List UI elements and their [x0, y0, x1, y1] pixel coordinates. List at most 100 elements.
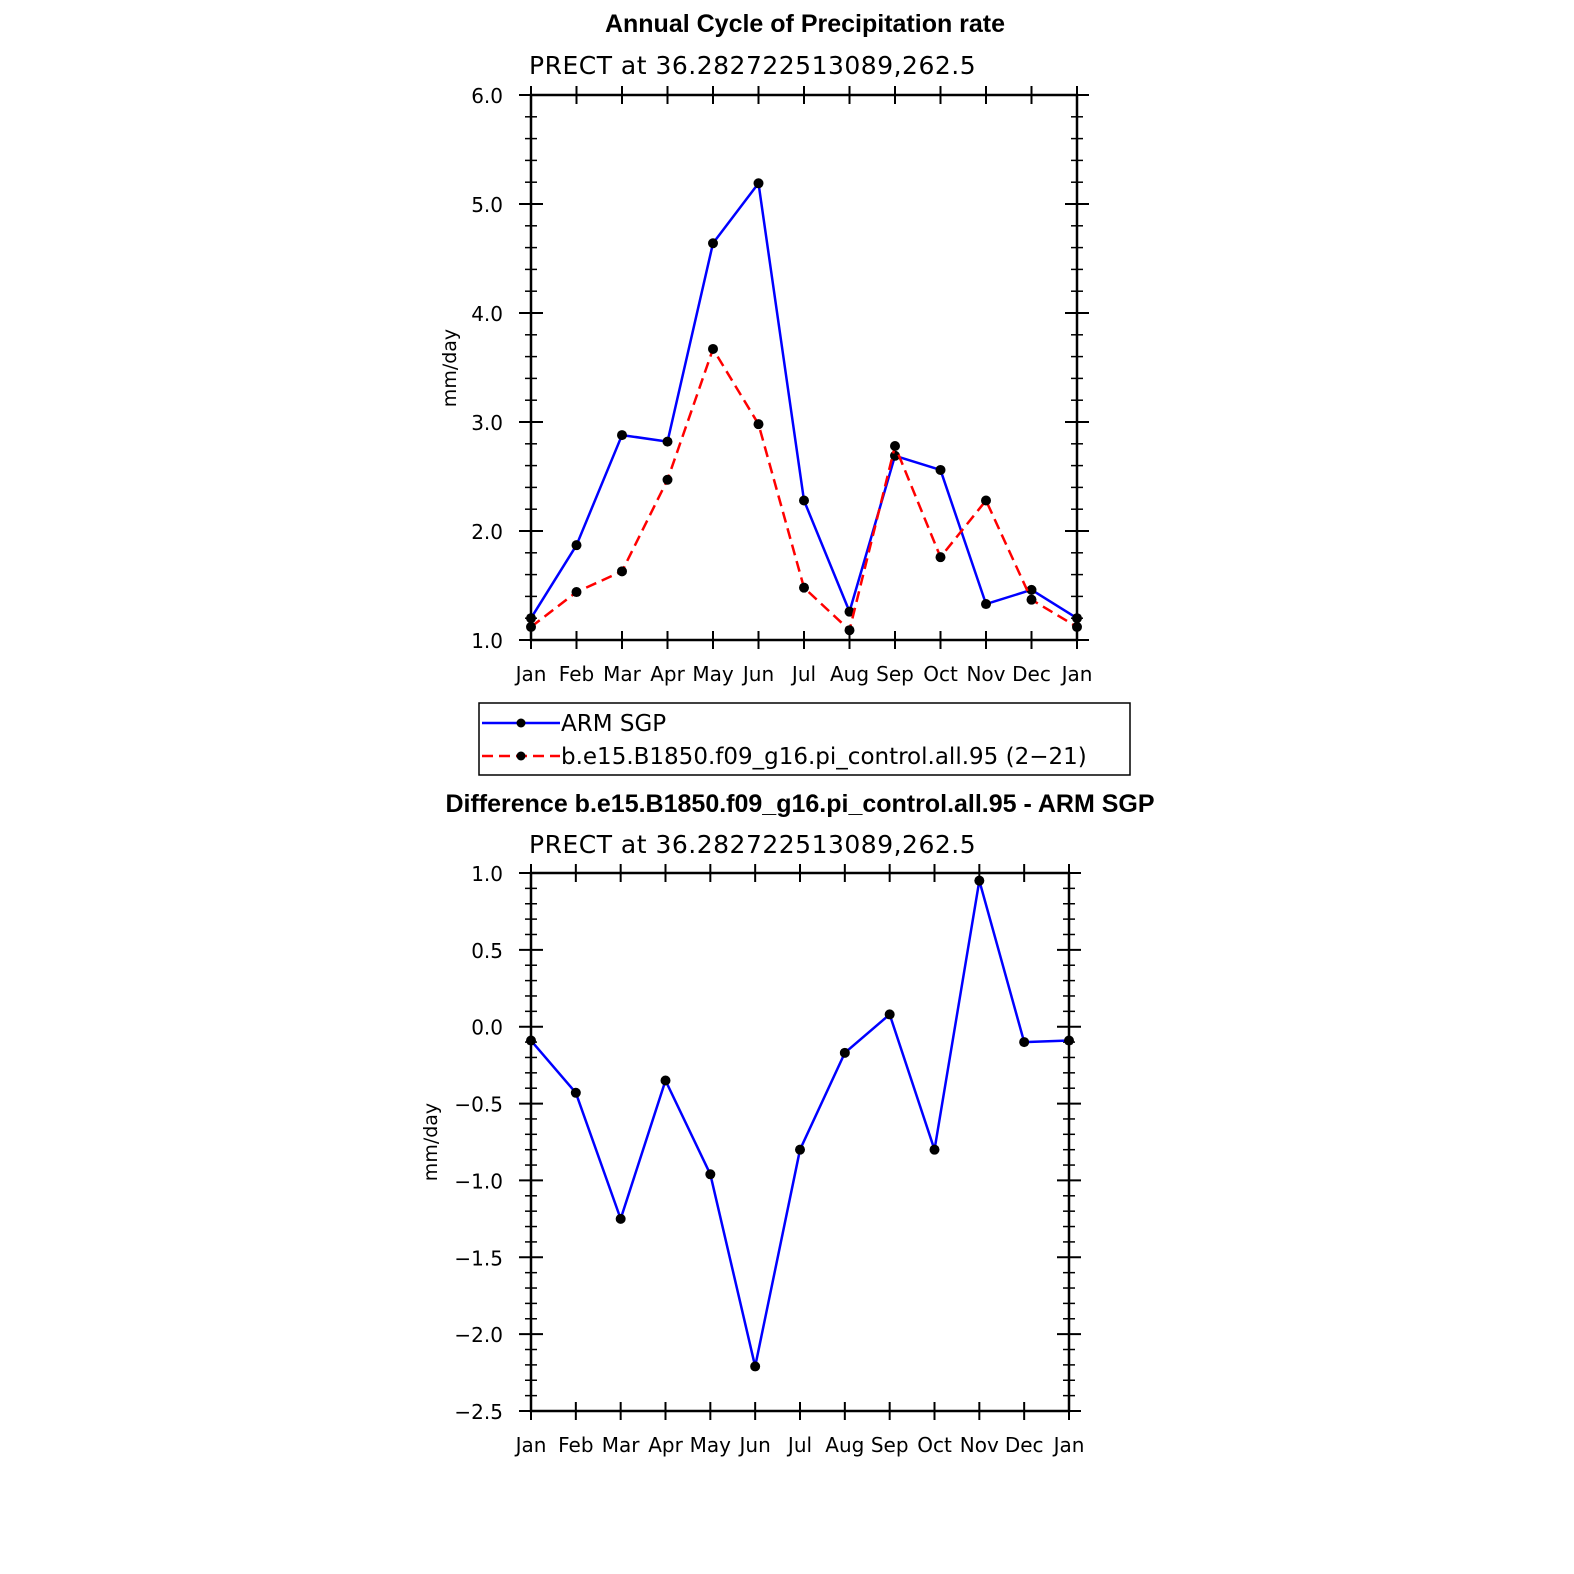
chart-title: Difference b.e15.B1850.f09_g16.pi_contro… [445, 790, 1154, 818]
data-point [974, 875, 985, 886]
annual-cycle-panel: Annual Cycle of Precipitation rate PRECT… [439, 10, 1092, 686]
plot-frame [529, 93, 1079, 642]
x-tick-label: Oct [923, 662, 958, 686]
x-tick-label: Aug [825, 1433, 864, 1457]
data-point [708, 343, 718, 354]
x-tick-label: Mar [602, 1433, 641, 1457]
y-tick-label: 6.0 [471, 84, 503, 108]
x-ticks: Jan Feb Mar Apr May Jun Jul Aug Sep Oct Nov Dec Jan [514, 864, 1085, 1457]
y-tick-label: −1.5 [454, 1246, 503, 1270]
data-point [981, 599, 991, 610]
data-point [571, 540, 582, 551]
x-tick-label: Jan [1060, 662, 1093, 686]
data-point [1064, 1035, 1074, 1046]
x-tick-label: Mar [603, 662, 642, 686]
x-tick-label: Jun [741, 662, 774, 686]
data-point [890, 450, 900, 461]
data-point [935, 552, 946, 563]
x-tick-label: May [692, 662, 734, 686]
y-tick-label: 1.0 [471, 629, 503, 653]
data-point [708, 238, 718, 249]
x-tick-label: Apr [648, 1433, 683, 1457]
series-0 [526, 875, 1074, 1372]
axes: Jan Feb Mar Apr May Jun Jul Aug Sep Oct Nov Dec Jan−… [454, 862, 1084, 1457]
x-tick-label: May [690, 1433, 732, 1457]
y-tick-label: 0.0 [471, 1016, 503, 1040]
x-ticks: Jan Feb Mar Apr May Jun Jul Aug Sep Oct Nov Dec Jan [514, 86, 1093, 686]
y-tick-label: 2.0 [471, 520, 503, 544]
chart-subtitle: PRECT at 36.282722513089,262.5 [529, 830, 976, 859]
y-tick-label: −2.0 [454, 1323, 503, 1347]
x-tick-label: Sep [876, 662, 914, 686]
data-point [1072, 621, 1082, 632]
legend-marker-arm-sgp [516, 718, 526, 728]
x-tick-label: Jul [786, 1433, 812, 1457]
data-point [795, 1144, 805, 1155]
legend-marker-model [516, 751, 526, 761]
x-tick-label: Feb [559, 662, 594, 686]
chart-subtitle: PRECT at 36.282722513089,262.5 [529, 51, 976, 80]
y-ticks: 1.0 2.0 3.0 4.0 5.0 6.0 [471, 84, 1089, 653]
data-point [615, 1213, 626, 1224]
data-point [617, 430, 627, 441]
x-tick-label: Dec [1012, 662, 1051, 686]
data-point [890, 440, 900, 451]
data-point [929, 1144, 940, 1155]
data-point [617, 566, 627, 577]
x-tick-label: Feb [558, 1433, 593, 1457]
data-point [526, 621, 536, 632]
y-tick-label: 4.0 [471, 302, 503, 326]
series-1 [526, 343, 1082, 636]
x-tick-label: Dec [1005, 1433, 1044, 1457]
axes: Jan Feb Mar Apr May Jun Jul Aug Sep Oct Nov Dec Jan 1… [471, 84, 1092, 686]
data-point [1026, 594, 1037, 605]
data-point [753, 178, 764, 189]
series-layer [526, 178, 1082, 636]
data-point [705, 1169, 716, 1180]
legend-label-arm-sgp: ARM SGP [561, 711, 666, 737]
x-tick-label: Nov [960, 1433, 999, 1457]
x-tick-label: Jan [1052, 1433, 1085, 1457]
data-point [662, 436, 673, 447]
y-axis-label: mm/day [439, 329, 461, 407]
data-point [935, 464, 946, 475]
data-point [570, 1087, 581, 1098]
plot-frame [529, 871, 1071, 1413]
y-ticks: −2.5 −2.0 −1.5 −1.0 −0.5 0.0 0.5 1.0 [454, 862, 1081, 1424]
y-tick-label: 5.0 [471, 193, 503, 217]
data-point [662, 474, 673, 485]
data-point [1026, 584, 1037, 595]
y-tick-label: 0.5 [471, 939, 503, 963]
series-0 [526, 178, 1082, 624]
data-point [1019, 1037, 1030, 1048]
y-axis-label: mm/day [420, 1103, 442, 1181]
series-line [530, 879, 1070, 1368]
x-tick-label: Aug [830, 662, 869, 686]
data-point [660, 1075, 671, 1086]
x-tick-label: Jul [790, 662, 816, 686]
difference-panel: Difference b.e15.B1850.f09_g16.pi_contro… [420, 790, 1155, 1457]
data-point [571, 587, 582, 598]
data-point [526, 1035, 536, 1046]
data-point [799, 495, 809, 506]
x-tick-label: Oct [917, 1433, 952, 1457]
x-tick-label: Apr [650, 662, 685, 686]
legend-box [478, 702, 1131, 776]
legend: ARM SGP b.e15.B1850.f09_g16.pi_control.a… [478, 702, 1131, 776]
legend-label-model: b.e15.B1850.f09_g16.pi_control.all.95 (2… [561, 744, 1087, 770]
series-line [529, 182, 1078, 620]
data-point [844, 625, 855, 636]
y-tick-label: −1.0 [454, 1169, 503, 1193]
series-layer [526, 875, 1074, 1372]
y-tick-label: −2.5 [454, 1400, 503, 1424]
x-tick-label: Jan [514, 662, 547, 686]
data-point [799, 582, 809, 593]
y-tick-label: 1.0 [471, 862, 503, 886]
x-tick-label: Jun [738, 1433, 771, 1457]
data-point [981, 495, 991, 506]
data-point [884, 1009, 895, 1020]
data-point [1072, 613, 1082, 624]
data-point [839, 1047, 850, 1058]
x-tick-label: Sep [871, 1433, 909, 1457]
x-tick-label: Nov [966, 662, 1005, 686]
